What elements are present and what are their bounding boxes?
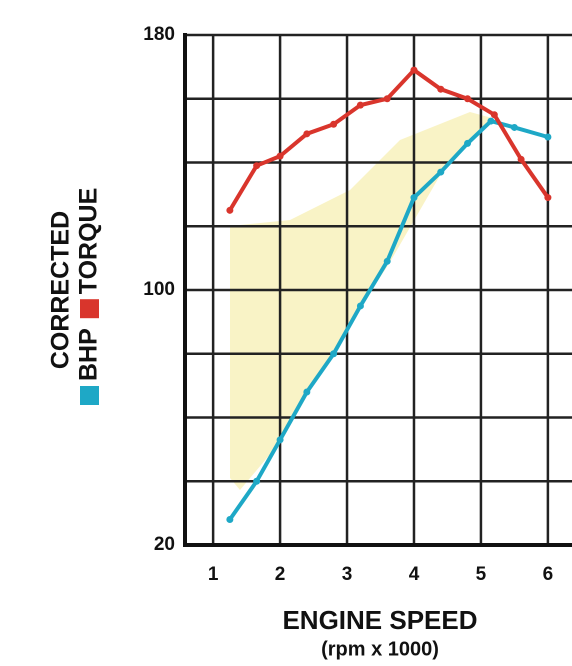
point	[464, 95, 472, 103]
point	[330, 350, 338, 358]
point	[510, 123, 518, 131]
point	[276, 436, 284, 444]
x-tick-label: 3	[342, 564, 353, 585]
legend-label: BHP	[75, 328, 103, 381]
point	[517, 155, 525, 163]
x-tick-label: 2	[275, 564, 286, 585]
point	[487, 117, 495, 125]
point	[410, 194, 418, 202]
x-tick-label: 1	[208, 564, 219, 585]
point	[226, 516, 234, 523]
shaded-area	[230, 112, 492, 490]
y-tick-label: 180	[143, 24, 175, 45]
x-tick-label: 4	[409, 564, 420, 585]
point	[303, 130, 311, 138]
point	[437, 85, 445, 93]
point	[276, 152, 284, 160]
point	[330, 120, 338, 128]
point	[356, 302, 364, 310]
point	[253, 477, 261, 485]
legend-label: TORQUE	[75, 188, 103, 295]
legend: BHP TORQUE	[75, 188, 103, 405]
x-axis-sublabel: (rpm x 1000)	[321, 638, 439, 660]
point	[253, 162, 261, 170]
y-axis-label-group: CORRECTED	[47, 211, 75, 369]
y-tick-label: 20	[154, 534, 175, 555]
point	[383, 257, 391, 265]
point	[544, 194, 552, 202]
point	[410, 66, 418, 74]
x-tick-label: 6	[543, 564, 554, 585]
legend-swatch	[80, 299, 99, 319]
y-axis-label: CORRECTED	[47, 211, 75, 369]
y-tick-label: 100	[143, 279, 175, 300]
point	[303, 388, 311, 396]
legend-swatch	[80, 386, 99, 405]
x-axis-label: ENGINE SPEED	[282, 605, 477, 635]
point	[383, 95, 391, 103]
point	[226, 206, 234, 214]
x-tick-label: 5	[476, 564, 487, 585]
point	[490, 111, 498, 119]
point	[437, 168, 445, 176]
point	[356, 101, 364, 109]
point	[544, 133, 552, 141]
point	[464, 139, 472, 147]
